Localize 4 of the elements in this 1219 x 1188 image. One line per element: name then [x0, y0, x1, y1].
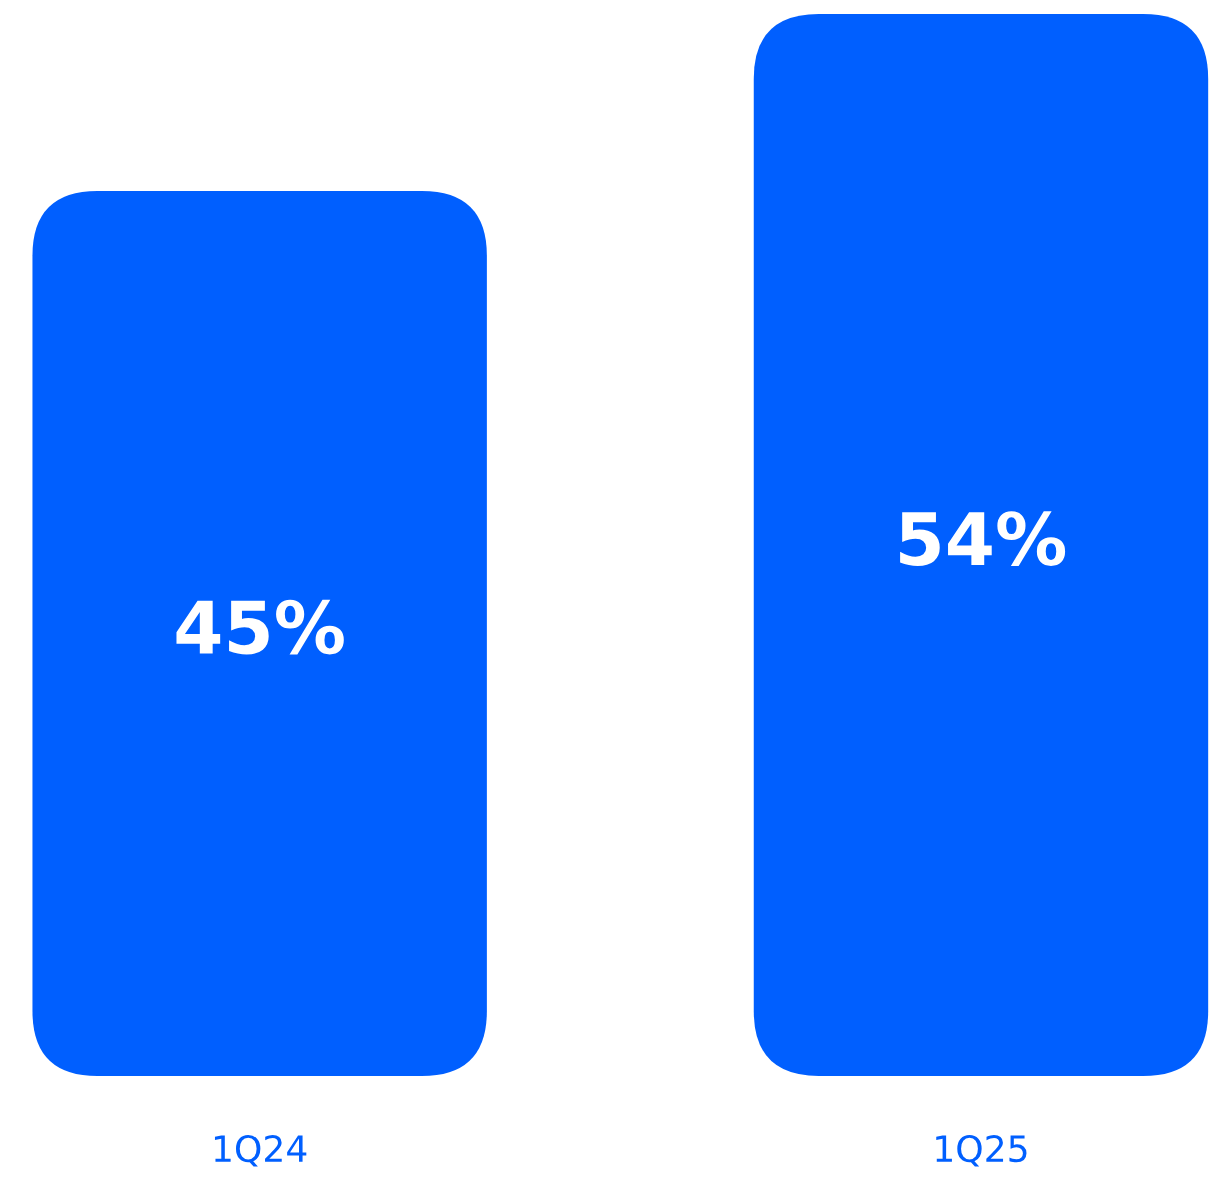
data-label: 45%: [176, 599, 344, 655]
x-tick-label: 1Q25: [936, 1134, 1027, 1167]
x-tick-label: 1Q24: [214, 1134, 307, 1167]
data-label: 54%: [900, 511, 1066, 566]
